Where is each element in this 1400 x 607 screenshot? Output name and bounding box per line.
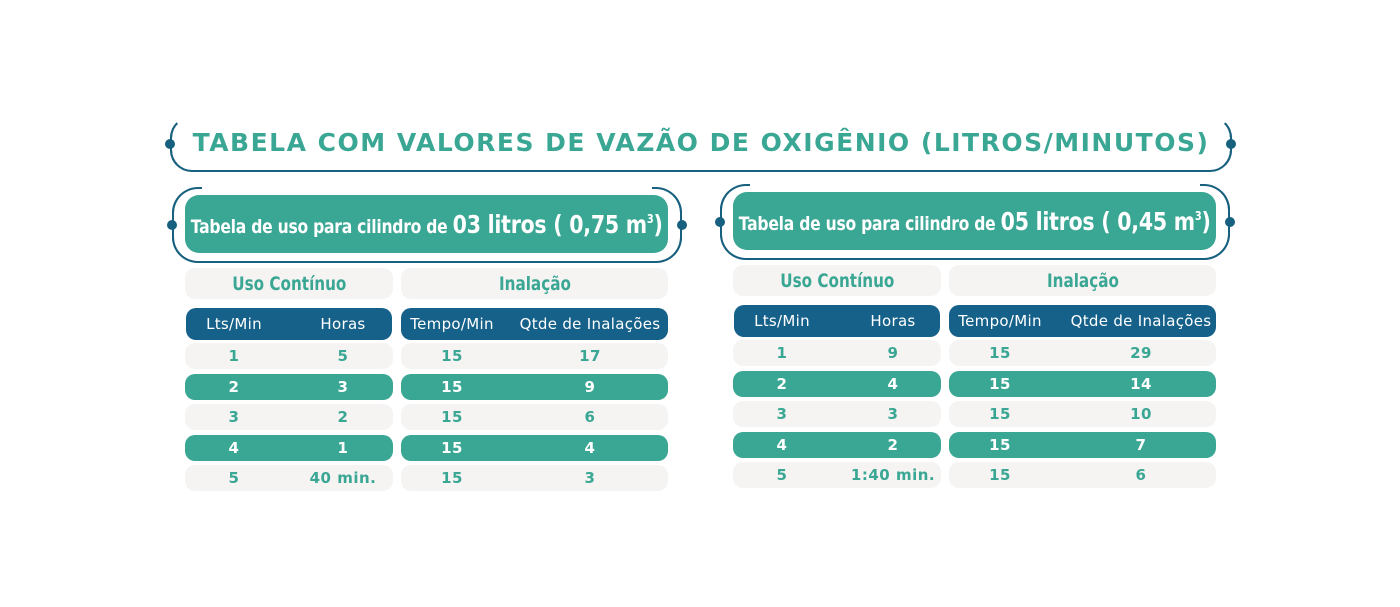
- table-cell: 10: [1130, 405, 1152, 423]
- table-cell: 5: [776, 466, 788, 484]
- subtitle-prefix: Tabela de uso para cilindro de: [738, 212, 1001, 235]
- subtitle-frame-top-left: [172, 187, 202, 263]
- header-bar-uso: [734, 305, 940, 337]
- table-row-uso: [733, 432, 941, 458]
- column-header: Lts/Min: [754, 312, 810, 330]
- uso-continuo-label: Uso Contínuo: [733, 265, 941, 296]
- table-row-inalacao: [949, 340, 1216, 366]
- table-cell: 17: [579, 347, 601, 365]
- table-cell: 15: [441, 347, 463, 365]
- subtitle-prefix: Tabela de uso para cilindro de: [190, 215, 453, 238]
- table-cell: 6: [1135, 466, 1147, 484]
- table-cell: 15: [989, 344, 1011, 362]
- table-cell: 1: [776, 344, 788, 362]
- column-header: Tempo/Min: [410, 315, 494, 333]
- subtitle-text: Tabela de uso para cilindro de 05 litros…: [739, 207, 1211, 236]
- table-cell: 15: [989, 375, 1011, 393]
- table-cell: 15: [989, 436, 1011, 454]
- table-row-uso: [185, 435, 393, 461]
- table-row-inalacao: [401, 435, 668, 461]
- table-cell: 4: [584, 439, 596, 457]
- table-cell: 3: [584, 469, 596, 487]
- table-row-uso: [185, 374, 393, 400]
- inalacao-label: Inalação: [401, 268, 668, 299]
- table-cell: 6: [584, 408, 596, 426]
- table-cell: 3: [228, 408, 240, 426]
- subtitle-frame-dot-right: [1225, 217, 1235, 227]
- table-row-uso: [733, 371, 941, 397]
- table-cell: 2: [337, 408, 349, 426]
- inalacao-text: Inalação: [1046, 269, 1119, 292]
- table-cell: 14: [1130, 375, 1152, 393]
- uso-continuo-label: Uso Contínuo: [185, 268, 393, 299]
- table-row-uso: [733, 462, 941, 488]
- table-cell: 3: [776, 405, 788, 423]
- column-header: Qtde de Inalações: [519, 315, 661, 333]
- table-row-uso: [185, 465, 393, 491]
- column-header: Tempo/Min: [958, 312, 1042, 330]
- table-cell: 4: [228, 439, 240, 457]
- subtitle-close: ): [653, 209, 663, 239]
- table-cell: 9: [887, 344, 899, 362]
- table-cell: 15: [441, 439, 463, 457]
- table-cell: 1:40 min.: [850, 466, 936, 484]
- table-row-inalacao: [401, 404, 668, 430]
- subtitle-volume: 03 litros ( 0,75 m: [452, 209, 647, 239]
- table-cell: 15: [989, 466, 1011, 484]
- table-row-uso: [733, 340, 941, 366]
- table-subtitle: Tabela de uso para cilindro de 03 litros…: [185, 195, 668, 253]
- table-cell: 1: [228, 347, 240, 365]
- table-row-inalacao: [949, 401, 1216, 427]
- inalacao-text: Inalação: [498, 272, 571, 295]
- table-row-uso: [733, 401, 941, 427]
- table-cell: 15: [441, 378, 463, 396]
- table-cell: 15: [441, 469, 463, 487]
- column-header: Lts/Min: [206, 315, 262, 333]
- page-title: TABELA COM VALORES DE VAZÃO DE OXIGÊNIO …: [192, 127, 1210, 157]
- header-bar-inalacao: [401, 308, 668, 340]
- table-cell: 2: [228, 378, 240, 396]
- subtitle-frame-dot-right: [677, 220, 687, 230]
- column-header: Horas: [870, 312, 916, 330]
- table-cell: 4: [776, 436, 788, 454]
- table-subtitle: Tabela de uso para cilindro de 05 litros…: [733, 192, 1216, 250]
- table-row-inalacao: [401, 343, 668, 369]
- column-header: Qtde de Inalações: [1070, 312, 1212, 330]
- subtitle-frame-top-left: [720, 184, 750, 260]
- table-row-inalacao: [949, 371, 1216, 397]
- table-row-uso: [185, 404, 393, 430]
- inalacao-label: Inalação: [949, 265, 1216, 296]
- subtitle-volume: 05 litros ( 0,45 m: [1000, 206, 1195, 236]
- table-cell: 5: [337, 347, 349, 365]
- table-row-uso: [185, 343, 393, 369]
- table-cell: 15: [989, 405, 1011, 423]
- subtitle-superscript: 3: [1194, 208, 1202, 223]
- header-bar-uso: [186, 308, 392, 340]
- title-frame-dot-left: [165, 139, 175, 149]
- table-cell: 15: [441, 408, 463, 426]
- table-row-inalacao: [401, 374, 668, 400]
- table-cell: 3: [337, 378, 349, 396]
- table-cell: 29: [1130, 344, 1152, 362]
- table-row-inalacao: [949, 462, 1216, 488]
- table-cell: 2: [776, 375, 788, 393]
- header-bar-inalacao: [949, 305, 1216, 337]
- table-row-inalacao: [949, 432, 1216, 458]
- column-header: Horas: [320, 315, 366, 333]
- table-cell: 2: [887, 436, 899, 454]
- subtitle-text: Tabela de uso para cilindro de 03 litros…: [191, 210, 663, 239]
- title-frame-dot-right: [1226, 139, 1236, 149]
- table-row-inalacao: [401, 465, 668, 491]
- table-cell: 5: [228, 469, 240, 487]
- uso-continuo-text: Uso Contínuo: [779, 269, 895, 292]
- subtitle-close: ): [1201, 206, 1211, 236]
- uso-continuo-text: Uso Contínuo: [231, 272, 347, 295]
- table-cell: 40 min.: [309, 469, 377, 487]
- table-cell: 4: [887, 375, 899, 393]
- table-cell: 3: [887, 405, 899, 423]
- subtitle-superscript: 3: [646, 211, 654, 226]
- table-cell: 9: [584, 378, 596, 396]
- table-cell: 1: [337, 439, 349, 457]
- table-cell: 7: [1135, 436, 1147, 454]
